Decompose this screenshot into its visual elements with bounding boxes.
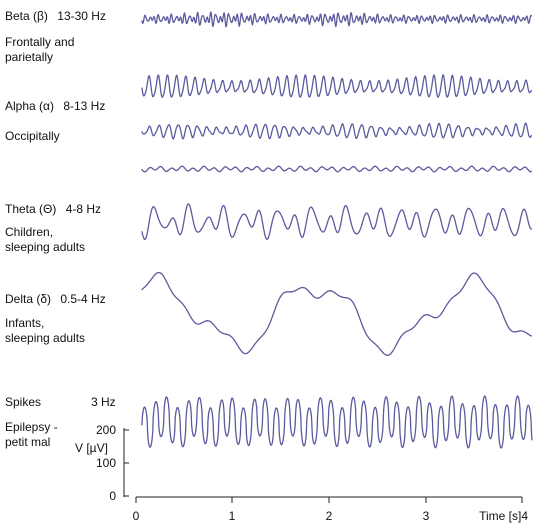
alpha-freq: 8-13 Hz bbox=[63, 99, 106, 113]
delta-freq: 0.5-4 Hz bbox=[60, 292, 106, 306]
x-tick-label-2: 2 bbox=[326, 509, 333, 523]
spikes-label: Spikes 3 Hz bbox=[5, 395, 116, 410]
x-tick-label-1: 1 bbox=[229, 509, 236, 523]
y-tick-label-100: 100 bbox=[96, 456, 116, 470]
theta-freq: 4-8 Hz bbox=[65, 202, 102, 216]
alpha-trace-3 bbox=[141, 165, 533, 173]
spikes-name: Spikes bbox=[5, 395, 42, 409]
y-tick-label-0: 0 bbox=[109, 489, 116, 503]
y-axis-label: V [µV] bbox=[75, 441, 108, 455]
x-tick-label-3: 3 bbox=[423, 509, 430, 523]
delta-trace bbox=[141, 271, 533, 356]
beta-name: Beta (β) bbox=[5, 9, 48, 23]
x-tick-label-0: 0 bbox=[133, 509, 140, 523]
alpha-label: Alpha (α) 8-13 Hz bbox=[5, 99, 105, 114]
alpha-location: Occipitally bbox=[5, 129, 60, 143]
beta-freq: 13-30 Hz bbox=[57, 9, 106, 23]
beta-trace bbox=[141, 11, 533, 28]
alpha-name: Alpha (α) bbox=[5, 99, 54, 113]
x-axis-label: Time [s]4 bbox=[479, 509, 528, 523]
theta-name: Theta (Θ) bbox=[5, 202, 57, 216]
delta-label: Delta (δ) 0.5-4 Hz bbox=[5, 292, 106, 307]
spikes-trace bbox=[141, 395, 533, 449]
theta-location: Children, sleeping adults bbox=[5, 225, 86, 254]
spikes-freq: 3 Hz bbox=[91, 395, 116, 409]
beta-label: Beta (β) 13-30 Hz bbox=[5, 9, 106, 24]
spikes-location: Epilepsy - petit mal bbox=[5, 420, 58, 449]
alpha-trace-1 bbox=[141, 74, 533, 98]
delta-location: Infants, sleeping adults bbox=[5, 316, 86, 345]
delta-name: Delta (δ) bbox=[5, 292, 52, 306]
theta-label: Theta (Θ) 4-8 Hz bbox=[5, 202, 101, 217]
alpha-trace-2 bbox=[141, 122, 533, 140]
theta-trace bbox=[141, 203, 533, 241]
beta-location: Frontally and parietally bbox=[5, 35, 75, 64]
y-tick-label-200: 200 bbox=[96, 423, 116, 437]
